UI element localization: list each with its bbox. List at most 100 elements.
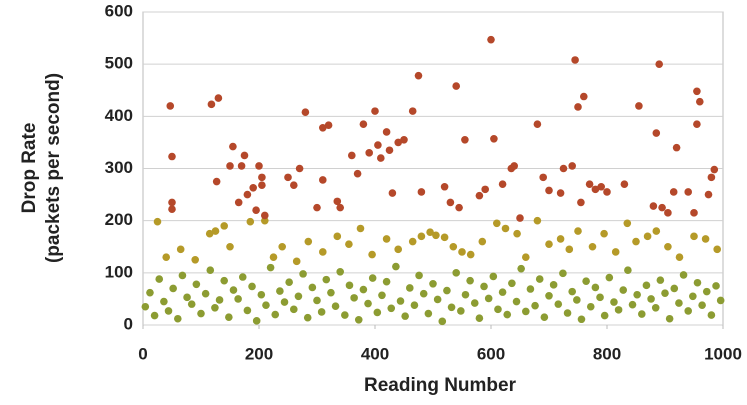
- point: [240, 151, 249, 160]
- x-tick-label: 1000: [704, 344, 742, 363]
- point: [632, 237, 640, 246]
- point: [611, 248, 620, 256]
- point: [452, 269, 461, 277]
- point: [280, 298, 289, 306]
- point: [702, 287, 711, 296]
- point: [374, 141, 382, 149]
- point: [670, 284, 679, 293]
- point: [568, 287, 576, 296]
- point: [508, 279, 516, 288]
- point: [211, 227, 220, 235]
- point: [658, 203, 666, 212]
- point: [712, 282, 720, 290]
- point: [526, 285, 535, 293]
- point: [635, 102, 643, 110]
- point: [501, 224, 510, 233]
- point: [559, 269, 567, 278]
- point: [401, 312, 409, 320]
- point: [484, 294, 493, 303]
- point: [166, 102, 175, 110]
- point: [225, 313, 233, 321]
- point: [716, 296, 725, 305]
- point: [146, 288, 154, 297]
- point: [605, 273, 614, 282]
- point: [481, 185, 490, 194]
- point: [368, 274, 377, 282]
- point: [489, 272, 498, 281]
- point: [255, 162, 263, 170]
- point: [596, 293, 604, 302]
- point: [348, 151, 356, 160]
- point: [394, 245, 403, 254]
- point: [571, 56, 579, 64]
- point: [187, 300, 196, 308]
- point: [438, 317, 447, 326]
- point: [417, 232, 426, 241]
- point: [155, 275, 164, 283]
- x-tick-label: 400: [361, 344, 389, 363]
- point: [392, 262, 400, 271]
- point: [354, 315, 363, 324]
- point: [364, 299, 372, 308]
- point: [207, 100, 216, 109]
- point: [345, 240, 353, 248]
- point: [243, 306, 252, 315]
- point: [426, 228, 434, 236]
- point: [665, 314, 674, 323]
- y-axis-title: Drop Rate: [19, 123, 40, 214]
- point: [510, 162, 518, 170]
- point: [586, 302, 595, 311]
- point: [174, 314, 182, 323]
- point: [243, 190, 252, 199]
- point: [549, 281, 558, 289]
- point: [704, 190, 713, 199]
- point: [664, 242, 672, 251]
- point: [396, 297, 405, 305]
- point: [246, 217, 255, 226]
- point: [141, 302, 150, 311]
- point: [466, 276, 474, 285]
- point: [582, 277, 590, 285]
- point: [600, 229, 608, 238]
- point: [285, 278, 293, 287]
- point: [294, 292, 303, 301]
- point: [252, 317, 261, 325]
- point: [365, 149, 374, 157]
- x-tick-label: 200: [245, 344, 273, 363]
- point: [319, 124, 327, 132]
- point: [652, 227, 661, 235]
- point: [554, 300, 563, 308]
- y-axis-title: (packets per second): [43, 73, 64, 263]
- point: [304, 237, 313, 246]
- point: [498, 180, 507, 188]
- point: [353, 169, 362, 178]
- point: [672, 143, 681, 152]
- point: [470, 299, 479, 307]
- point: [713, 245, 721, 254]
- point: [377, 154, 385, 162]
- point: [299, 270, 307, 278]
- point: [388, 189, 397, 197]
- point: [333, 197, 342, 206]
- point: [160, 297, 168, 306]
- point: [373, 308, 382, 317]
- point: [276, 287, 284, 295]
- point: [652, 129, 661, 137]
- point: [619, 286, 628, 294]
- point: [461, 290, 470, 299]
- point: [252, 206, 260, 215]
- point: [415, 271, 423, 280]
- y-tick-label: 500: [105, 54, 133, 73]
- point: [600, 311, 609, 320]
- point: [432, 231, 440, 240]
- point: [284, 173, 292, 182]
- point: [628, 300, 637, 309]
- point: [234, 295, 242, 303]
- point: [707, 173, 716, 182]
- point: [539, 173, 547, 182]
- x-tick-label: 0: [138, 344, 147, 363]
- point: [655, 60, 663, 68]
- point: [574, 227, 582, 235]
- point: [176, 245, 185, 254]
